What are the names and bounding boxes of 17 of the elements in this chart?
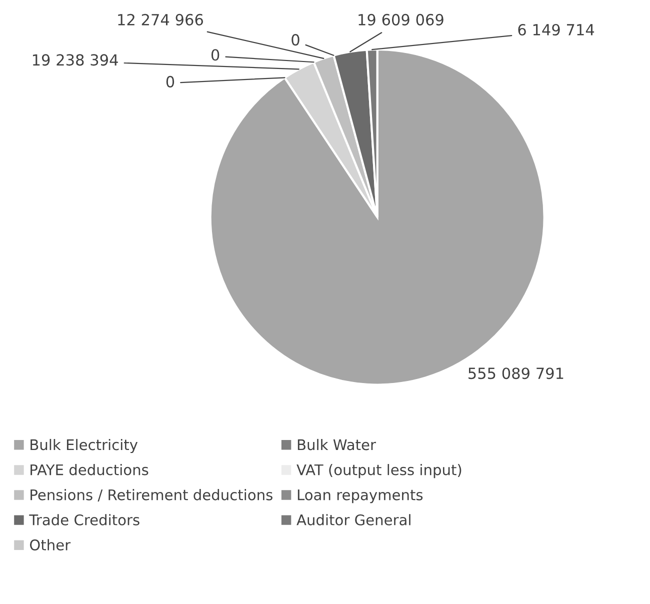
legend-label: Bulk Water	[298, 438, 376, 450]
data-label: 12 274 966	[118, 14, 203, 26]
data-label: 6 149 714	[518, 24, 594, 36]
text: 0	[211, 49, 220, 61]
data-label: 19 609 069	[358, 14, 444, 26]
data-label: 19 238 394	[32, 54, 118, 66]
text: 0	[166, 76, 174, 88]
legend-label: Auditor General	[296, 514, 410, 526]
legend-label: Other	[30, 539, 71, 550]
legend-label: Loan repayments	[298, 489, 423, 504]
legend-label: Bulk Electricity	[30, 438, 138, 454]
legend-label: Pensions / Retirement deductions	[30, 489, 272, 502]
data-label: 555 089 791	[468, 368, 564, 380]
legend-label: Trade Creditors	[29, 514, 140, 526]
text: 0	[292, 34, 300, 46]
legend-label: PAYE deductions	[30, 464, 148, 476]
legend-label: VAT (output less input)	[296, 464, 462, 478]
